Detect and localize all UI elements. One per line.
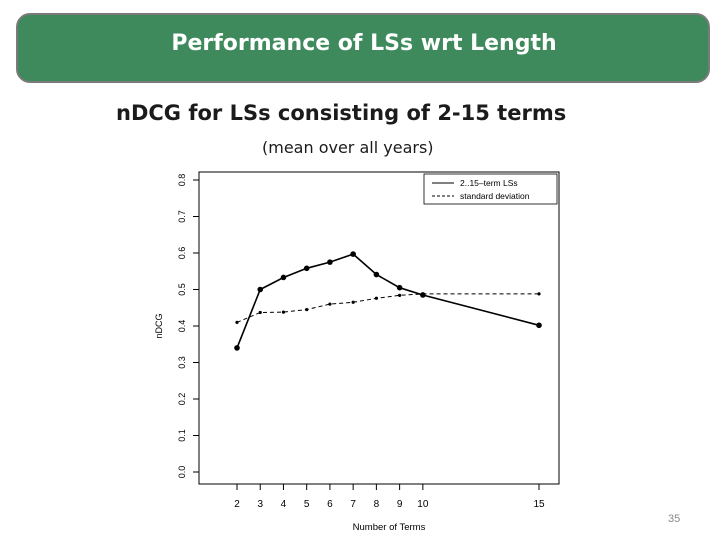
std-dev-point — [537, 292, 541, 296]
legend-box — [423, 173, 558, 205]
ndcg-point — [536, 322, 542, 329]
y-tick-label: 0.1 — [177, 429, 187, 442]
title-banner — [16, 13, 710, 83]
y-tick-label: 0.0 — [177, 466, 187, 479]
slide-number: 35 — [668, 513, 681, 525]
ndcg-point — [327, 259, 333, 265]
x-tick-label: 4 — [281, 499, 287, 510]
std-dev-point — [258, 310, 262, 315]
legend-entry: standard deviation — [460, 191, 530, 201]
slide-title: Performance of LSs wrt Length — [171, 31, 557, 56]
y-tick-label: 0.6 — [177, 247, 187, 260]
x-tick-label: 2 — [234, 499, 240, 510]
slide-subheading: (mean over all years) — [262, 138, 434, 157]
y-tick-label: 0.2 — [177, 393, 187, 406]
series-line-ndcg — [236, 253, 540, 349]
x-tick-label: 10 — [417, 499, 429, 510]
std-dev-point — [281, 310, 286, 314]
y-tick-label: 0.7 — [177, 210, 187, 223]
std-dev-point — [421, 292, 425, 296]
x-tick-label: 7 — [350, 499, 356, 510]
std-dev-point — [305, 307, 309, 312]
std-dev-point — [398, 293, 402, 297]
y-tick-label: 0.4 — [177, 320, 187, 333]
std-dev-point — [374, 296, 378, 300]
series-line-std-dev — [236, 293, 539, 323]
ndcg-point — [234, 345, 240, 351]
x-tick-label: 6 — [327, 499, 333, 510]
ndcg-point — [373, 271, 380, 278]
y-tick-label: 0.3 — [177, 356, 187, 369]
x-tick-label: 9 — [397, 499, 403, 510]
plot-frame — [198, 171, 560, 485]
ndcg-point — [396, 284, 403, 291]
std-dev-point — [235, 320, 239, 324]
std-dev-point — [328, 302, 332, 306]
x-tick-label: 15 — [533, 499, 545, 510]
ndcg-point — [303, 265, 310, 272]
slide-heading: nDCG for LSs consisting of 2-15 terms — [116, 101, 567, 125]
y-tick-label: 0.5 — [177, 283, 187, 296]
std-dev-point — [351, 300, 355, 304]
x-tick-label: 3 — [257, 499, 263, 510]
ndcg-point — [280, 274, 287, 281]
ndcg-line-chart: 0.0 0.1 0.2 0.3 0.4 0.5 0.6 0.7 0.8 nDCG 2 3 4 5 6 7 8 9 1… — [154, 171, 560, 533]
legend-entry: 2..15–term LSs — [460, 178, 518, 188]
ndcg-point — [257, 286, 264, 293]
y-tick-label: 0.8 — [177, 174, 187, 187]
x-tick-label: 8 — [374, 499, 380, 510]
x-axis-label: Number of Terms — [353, 522, 426, 533]
x-tick-label: 5 — [304, 499, 310, 510]
ndcg-point — [350, 251, 356, 257]
y-axis-label: nDCG — [154, 313, 164, 338]
